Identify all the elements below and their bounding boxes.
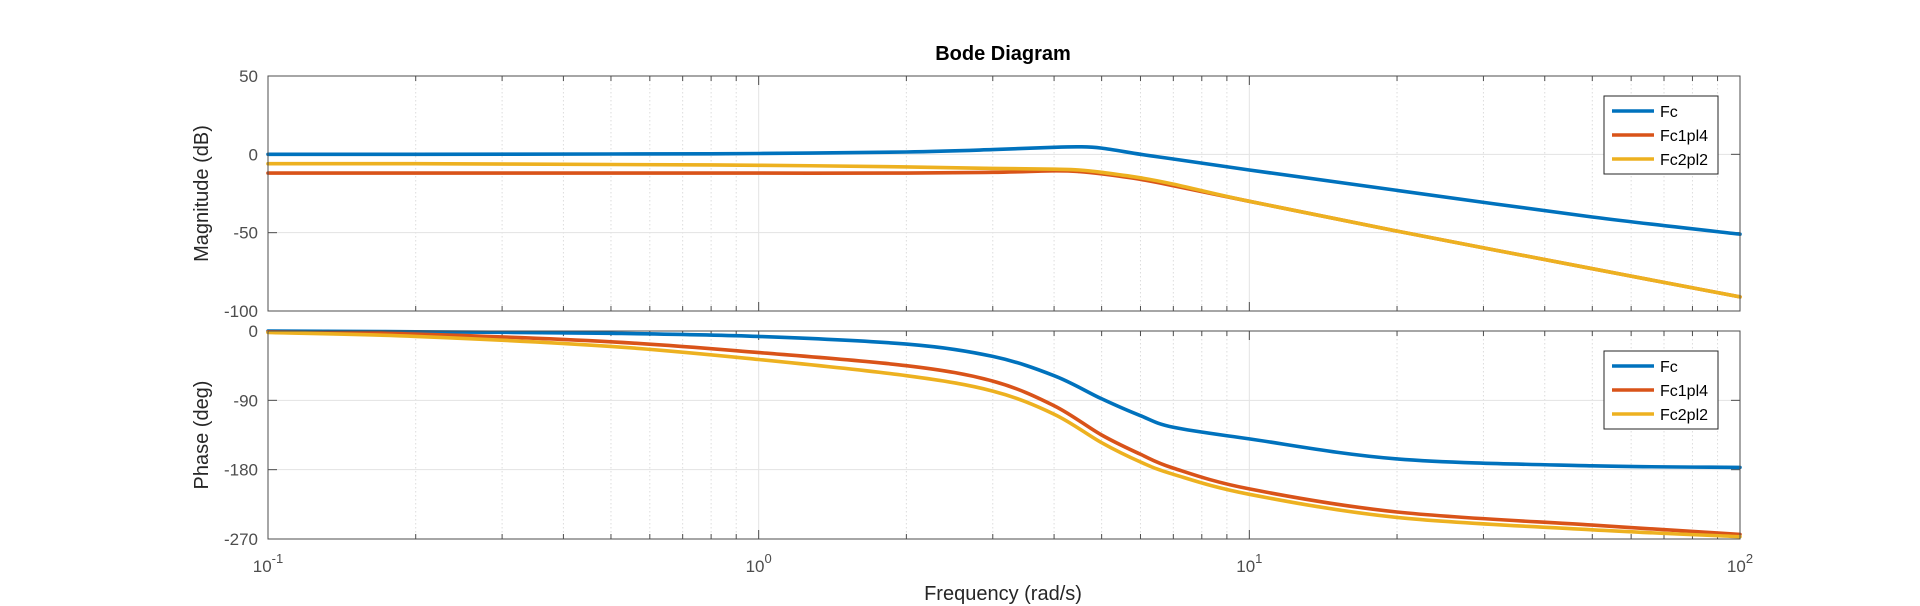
magnitude-y-tick-label: -50 bbox=[233, 224, 258, 243]
phase-legend: Fc Fc1pl4 Fc2pl2 bbox=[1603, 350, 1719, 430]
phase-series-fc2pl2-line bbox=[266, 330, 1742, 539]
magnitude-plot: -100 -50 0 50 Magnitude (dB) Fc Fc1pl4 Fc2pl2 bbox=[191, 67, 1742, 321]
chart-title: Bode Diagram bbox=[935, 43, 1071, 65]
x-tick-exponent: 0 bbox=[765, 551, 772, 566]
phase-plot: -270 -180 -90 0 Phase (deg) Fc Fc1pl4 Fc2pl2 bbox=[191, 322, 1742, 549]
magnitude-series-fc2pl2-line bbox=[266, 161, 1742, 299]
phase-y-tick-label: -180 bbox=[224, 461, 258, 480]
magnitude-y-tick-label: 0 bbox=[249, 145, 258, 164]
magnitude-legend-label-fc: Fc bbox=[1660, 104, 1678, 121]
magnitude-y-axis-title: Magnitude (dB) bbox=[191, 125, 213, 262]
magnitude-legend: Fc Fc1pl4 Fc2pl2 bbox=[1603, 95, 1719, 175]
phase-y-tick-label: 0 bbox=[249, 322, 258, 341]
magnitude-axes-background bbox=[268, 76, 1740, 311]
x-tick-exponent: 2 bbox=[1746, 551, 1753, 566]
magnitude-series-fc-line bbox=[266, 144, 1742, 236]
magnitude-legend-label-fc1pl4: Fc1pl4 bbox=[1660, 128, 1708, 145]
magnitude-axes-box bbox=[267, 75, 1741, 312]
phase-series-fc-line bbox=[266, 329, 1742, 470]
phase-y-tick-label: -270 bbox=[224, 530, 258, 549]
magnitude-legend-label-fc2pl2: Fc2pl2 bbox=[1660, 152, 1708, 169]
magnitude-y-tick-label: 50 bbox=[239, 67, 258, 86]
phase-y-axis-title: Phase (deg) bbox=[191, 381, 213, 490]
x-tick-exponent: -1 bbox=[272, 551, 284, 566]
x-axis-title: Frequency (rad/s) bbox=[924, 583, 1082, 605]
phase-legend-label-fc1pl4: Fc1pl4 bbox=[1660, 383, 1708, 400]
magnitude-y-tick-label: -100 bbox=[224, 302, 258, 321]
x-tick-exponent: 1 bbox=[1255, 551, 1262, 566]
phase-axes-background bbox=[268, 331, 1740, 539]
phase-series-fc1pl4-line bbox=[266, 330, 1742, 537]
phase-legend-label-fc2pl2: Fc2pl2 bbox=[1660, 407, 1708, 424]
phase-legend-label-fc: Fc bbox=[1660, 359, 1678, 376]
phase-y-tick-label: -90 bbox=[233, 391, 258, 410]
phase-axes-box bbox=[267, 330, 1741, 540]
